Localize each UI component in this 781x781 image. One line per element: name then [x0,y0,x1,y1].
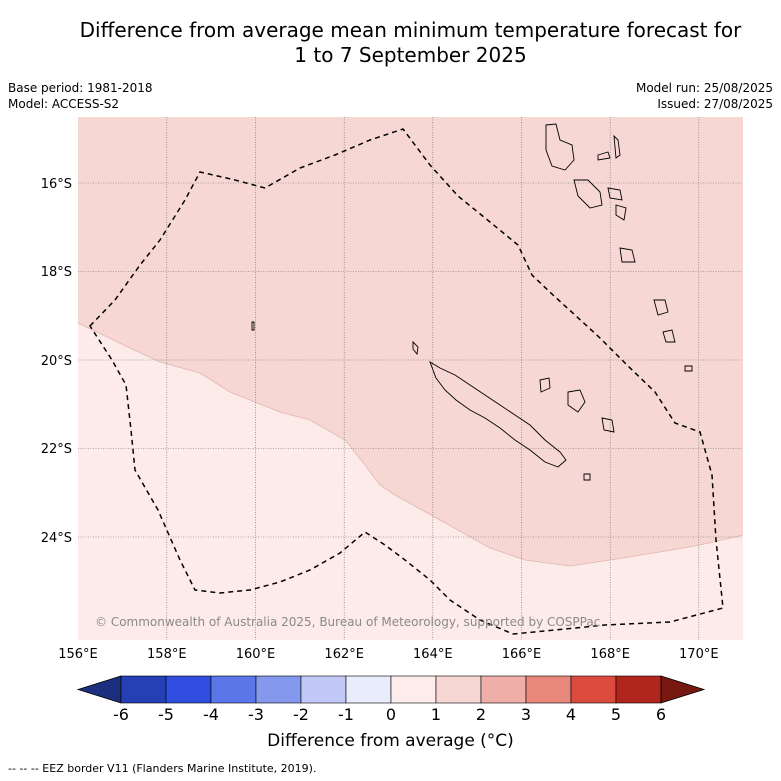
colorbar-segment [300,675,347,704]
copyright-notice: © Commonwealth of Australia 2025, Bureau… [95,615,600,629]
coastlines [251,123,693,481]
lon-label: 164°E [413,647,453,662]
vanuatu-efate [607,187,623,201]
lon-label: 162°E [324,647,364,662]
colorbar-segment [480,675,527,704]
colorbar-tick-label: -3 [248,705,264,724]
colorbar-label: Difference from average (°C) [267,731,514,751]
base-period: Base period: 1981-2018 [8,81,153,95]
colorbar [76,675,706,704]
small-islet-1 [412,340,419,356]
colorbar-segment [255,675,302,704]
loyalty-island-3 [601,417,615,433]
colorbar-tick-label: 5 [611,705,621,724]
fiji-islet-1 [653,299,669,316]
colorbar-tick-label: -4 [203,705,219,724]
colorbar-tick-label: -5 [158,705,174,724]
loyalty-island-2 [567,389,586,413]
model-name: Model: ACCESS-S2 [8,97,120,111]
chart-title: Difference from average mean minimum tem… [0,18,781,68]
lat-label: 20°S [41,354,72,369]
region-anomaly-1-2 [78,117,743,566]
vanuatu-espiritu-santo [545,123,575,171]
colorbar-tick-label: 4 [566,705,576,724]
new-caledonia-island [429,360,567,468]
colorbar-tick-label: -6 [113,705,129,724]
lon-label: 166°E [502,647,542,662]
fiji-islet-3 [684,365,693,372]
colorbar-tick-label: -1 [338,705,354,724]
meta-right: Model run: 25/08/2025 Issued: 27/08/2025 [636,80,773,112]
colorbar-segment [615,675,662,704]
lon-label: 170°E [679,647,719,662]
lon-label: 160°E [236,647,276,662]
issued-date: Issued: 27/08/2025 [657,97,773,111]
colorbar-segment [210,675,257,704]
colorbar-tick-label: 2 [476,705,486,724]
colorbar-tick-label: 6 [656,705,666,724]
lon-label: 156°E [58,647,98,662]
chesterfield-islet [251,321,255,331]
colorbar-segment [570,675,617,704]
colorbar-extend-low [76,675,122,704]
vanuatu-pentecost [613,134,621,159]
longitude-labels: 156°E 158°E 160°E 162°E 164°E 166°E 168°… [58,647,718,662]
title-line-1: Difference from average mean minimum tem… [79,18,742,42]
lat-label: 16°S [41,177,72,192]
footer-note: -- -- -- EEZ border V11 (Flanders Marine… [8,762,317,775]
meta-left: Base period: 1981-2018 Model: ACCESS-S2 [8,80,153,112]
gridlines [78,117,743,640]
colorbar-ticks: -6 -5 -4 -3 -2 -1 0 1 2 3 4 5 6 [113,705,666,724]
loyalty-island-1 [539,377,551,393]
latitude-labels: 16°S 18°S 20°S 22°S 24°S [41,177,72,546]
vanuatu-tanna [619,247,636,263]
colorbar-segment [435,675,482,704]
vanuatu-ambae [597,151,611,161]
model-run: Model run: 25/08/2025 [635,81,773,95]
vanuatu-erromango [615,204,627,221]
colorbar-tick-label: 1 [431,705,441,724]
title-line-2: 1 to 7 September 2025 [294,43,527,67]
colorbar-tick-label: -2 [293,705,309,724]
lat-label: 24°S [41,531,72,546]
colorbar-tick-label: 0 [386,705,396,724]
small-islet-2 [583,473,591,481]
colorbar-segment [120,675,167,704]
colorbar-segment [165,675,212,704]
colorbar-extend-high [660,675,706,704]
colorbar-segment [525,675,572,704]
lon-label: 168°E [590,647,630,662]
colorbar-tick-label: 3 [521,705,531,724]
lon-label: 158°E [147,647,187,662]
anomaly-contour [77,322,744,567]
colorbar-segment [345,675,392,704]
vanuatu-malekula [573,179,603,209]
lat-label: 18°S [41,265,72,280]
lat-label: 22°S [41,442,72,457]
fiji-islet-2 [662,329,676,343]
colorbar-segment [390,675,437,704]
